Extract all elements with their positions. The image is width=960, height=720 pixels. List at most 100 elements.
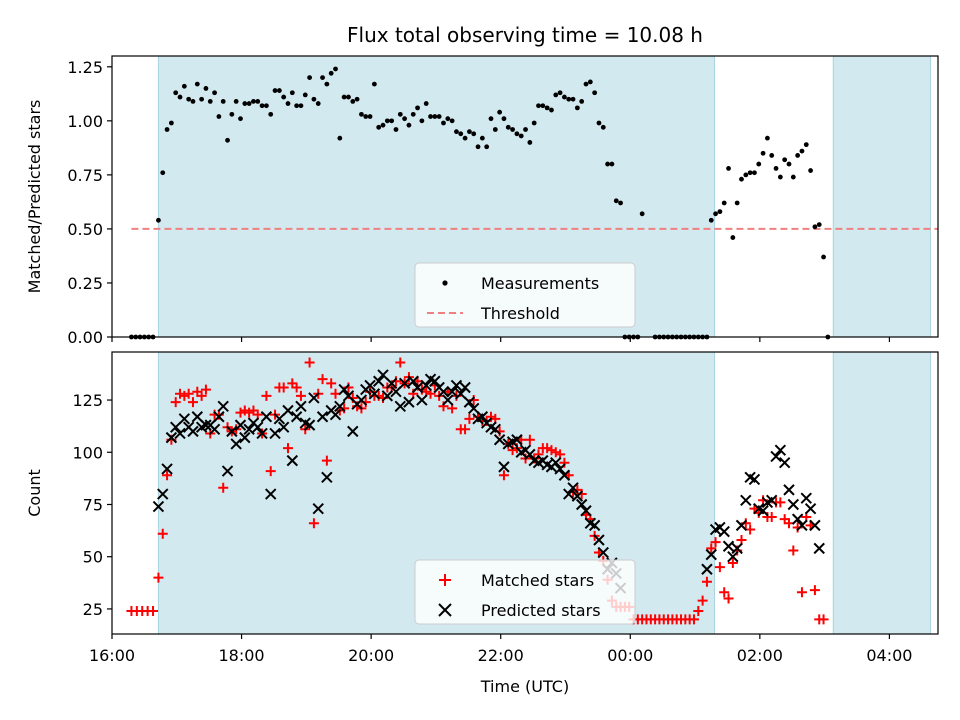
legend-x-icon: [438, 603, 452, 617]
predicted-stars-point: [757, 505, 769, 517]
measurement-point: [380, 122, 386, 128]
measurement-point: [587, 79, 593, 85]
matched-stars-point: [727, 557, 738, 568]
measurement-point: [268, 111, 274, 117]
measurement-point: [423, 101, 429, 106]
measurement-point: [320, 75, 325, 81]
y-tick-label: 1.25: [67, 58, 103, 77]
legend-box: [414, 559, 636, 625]
matched-stars-point: [321, 455, 332, 466]
measurement-point: [164, 127, 170, 132]
measurement-point: [186, 96, 192, 102]
measurement-point: [272, 88, 278, 93]
predicted-stars-point: [567, 482, 579, 494]
measurement-point: [449, 118, 455, 124]
measurement-point: [454, 129, 459, 135]
x-tick-label: 18:00: [219, 646, 265, 665]
predicted-stars-point: [377, 369, 389, 381]
matched-stars-point: [261, 390, 272, 401]
measurement-point: [276, 88, 282, 93]
predicted-stars-point: [321, 471, 333, 484]
predicted-stars-point: [463, 396, 476, 408]
chart-title: Flux total observing time = 10.08 h: [347, 23, 703, 47]
measurement-point: [795, 153, 801, 158]
measurement-point: [458, 131, 464, 137]
matched-stars-point: [265, 466, 276, 477]
matched-stars-point: [395, 357, 406, 368]
measurement-point: [337, 135, 343, 141]
plot-frame: [111, 351, 939, 635]
measurement-point: [492, 127, 498, 132]
predicted-stars-point: [161, 463, 173, 475]
matched-stars-point: [688, 614, 699, 625]
measurement-point: [190, 98, 196, 104]
predicted-stars-point: [770, 450, 782, 463]
matched-stars-point: [710, 537, 721, 548]
measurement-point: [251, 98, 256, 104]
measurement-point: [782, 157, 788, 163]
matched-stars-point: [464, 413, 475, 424]
measurement-point: [756, 161, 762, 167]
measurement-point: [216, 114, 222, 119]
measurement-point: [246, 101, 252, 106]
predicted-stars-point: [277, 421, 290, 433]
matched-stars-point: [218, 482, 229, 493]
legend-label: Threshold: [480, 304, 560, 323]
predicted-stars-point: [213, 411, 225, 423]
measurement-point: [544, 105, 550, 111]
measurement-point: [799, 148, 805, 154]
measurement-point: [808, 168, 813, 173]
measurement-point: [816, 222, 822, 228]
predicted-stars-point: [766, 494, 778, 507]
predicted-stars-point: [243, 423, 255, 435]
x-tick-label: 02:00: [737, 646, 783, 665]
matched-stars-point: [308, 518, 319, 529]
matched-stars-point: [200, 384, 211, 395]
y-tick-label: 25: [83, 600, 103, 619]
measurement-point: [397, 111, 403, 117]
measurement-point: [821, 254, 826, 260]
measurement-point: [315, 101, 321, 106]
y-tick-label: 100: [72, 443, 103, 462]
predicted-stars-point: [252, 421, 264, 433]
predicted-stars-point: [329, 408, 342, 421]
measurement-point: [730, 235, 736, 240]
predicted-stars-point: [722, 540, 735, 552]
measurement-point: [285, 101, 291, 106]
measurement-point: [203, 86, 209, 91]
predicted-stars-point: [778, 457, 791, 469]
matched-stars-point: [170, 397, 181, 408]
measurement-point: [812, 224, 818, 230]
predicted-stars-point: [459, 381, 471, 394]
measurement-point: [281, 94, 287, 100]
measurement-point: [402, 116, 408, 122]
predicted-stars-point: [411, 381, 424, 394]
matched-stars-point: [460, 424, 471, 435]
measurement-point: [743, 172, 749, 178]
matched-stars-point: [498, 470, 509, 481]
predicted-stars-point: [718, 525, 730, 538]
series-predicted-stars: [152, 369, 825, 594]
predicted-stars-point: [290, 411, 303, 423]
y-tick-label: 1.00: [67, 112, 103, 131]
predicted-stars-point: [571, 490, 584, 502]
measurement-point: [557, 90, 563, 96]
predicted-stars-point: [563, 488, 575, 500]
measurement-point: [726, 166, 731, 171]
measurement-point: [259, 103, 265, 109]
measurement-point: [540, 103, 546, 109]
predicted-stars-point: [286, 454, 299, 467]
matched-stars-point: [317, 374, 328, 385]
measurement-point: [264, 103, 269, 109]
measurement-point: [384, 118, 390, 124]
measurement-point: [255, 98, 261, 104]
measurement-point: [562, 94, 567, 100]
y-tick-label: 0.50: [67, 220, 103, 239]
predicted-stars-point: [493, 434, 506, 446]
measurement-point: [419, 118, 425, 124]
measurement-point: [324, 81, 330, 87]
predicted-stars-point: [191, 411, 204, 423]
predicted-stars-point: [804, 502, 817, 515]
legend-label: Matched stars: [481, 571, 594, 590]
